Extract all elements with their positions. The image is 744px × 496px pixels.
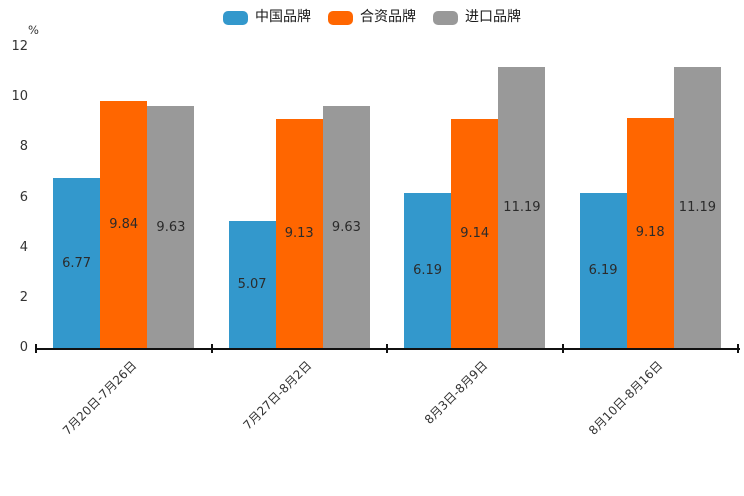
legend-item-series-1[interactable]: 中国品牌 xyxy=(223,8,311,27)
bar-value-label: 9.14 xyxy=(460,225,490,241)
y-tick-label: 4 xyxy=(19,239,28,255)
bar-value-label: 11.19 xyxy=(503,200,541,216)
x-category-label: 7月20日-7月26日 xyxy=(59,358,140,438)
bar-value-label: 6.19 xyxy=(588,262,618,278)
bar-进口品牌-8月3日-8月9日: 11.19 xyxy=(498,67,546,348)
bar-value-label: 11.19 xyxy=(678,200,717,216)
bar-中国品牌-7月27日-8月2日: 5.07 xyxy=(228,220,276,348)
x-axis-tick xyxy=(35,344,37,353)
bar-中国品牌-8月3日-8月9日: 6.19 xyxy=(404,192,452,348)
bar-合资品牌-7月20日-7月26日: 9.84 xyxy=(100,101,148,348)
legend-item-label: 合资品牌 xyxy=(360,9,416,25)
bar-中国品牌-7月20日-7月26日: 6.77 xyxy=(53,178,101,348)
bar-value-label: 9.84 xyxy=(109,217,139,233)
legend-marker-icon xyxy=(223,10,248,25)
bar-value-label: 9.63 xyxy=(156,219,186,235)
bar-合资品牌-8月10日-8月16日: 9.18 xyxy=(626,117,674,348)
y-tick-label: 10 xyxy=(11,89,28,105)
bar-中国品牌-8月10日-8月16日: 6.19 xyxy=(579,192,627,348)
legend-item-label: 进口品牌 xyxy=(465,9,521,25)
bar-合资品牌-7月27日-8月2日: 9.13 xyxy=(275,118,323,348)
x-axis-tick xyxy=(561,344,564,353)
y-tick-label: 0 xyxy=(19,340,28,355)
x-axis-tick xyxy=(210,344,213,353)
bar-value-label: 9.63 xyxy=(331,219,361,235)
legend-marker-icon xyxy=(433,10,458,25)
bar-value-label: 5.07 xyxy=(237,276,267,292)
legend-marker-icon xyxy=(328,10,353,25)
y-tick-label: 6 xyxy=(19,189,28,205)
bar-value-label: 9.18 xyxy=(635,225,665,241)
bar-value-label: 9.13 xyxy=(284,225,314,241)
x-category-label: 7月27日-8月2日 xyxy=(240,358,315,433)
x-axis-line xyxy=(36,348,740,350)
x-axis-tick xyxy=(737,344,739,353)
chart-legend: 中国品牌 合资品牌 进口品牌 xyxy=(0,8,744,27)
bar-进口品牌-7月27日-8月2日: 9.63 xyxy=(322,106,370,348)
bar-value-label: 6.19 xyxy=(413,262,443,278)
y-axis-unit-label: % xyxy=(28,23,39,37)
legend-item-series-3[interactable]: 进口品牌 xyxy=(433,8,521,27)
legend-item-series-2[interactable]: 合资品牌 xyxy=(328,8,416,27)
legend-item-label: 中国品牌 xyxy=(255,9,311,25)
x-category-label: 8月10日-8月16日 xyxy=(586,358,666,438)
bar-合资品牌-8月3日-8月9日: 9.14 xyxy=(451,118,499,348)
bar-进口品牌-7月20日-7月26日: 9.63 xyxy=(147,106,195,348)
x-category-label: 8月3日-8月9日 xyxy=(421,358,491,427)
y-tick-label: 2 xyxy=(19,289,28,305)
y-tick-label: 8 xyxy=(19,139,28,155)
bar-进口品牌-8月10日-8月16日: 11.19 xyxy=(673,67,721,348)
x-axis-tick xyxy=(386,344,388,353)
y-tick-label: 12 xyxy=(11,39,28,54)
bar-value-label: 6.77 xyxy=(62,255,92,271)
